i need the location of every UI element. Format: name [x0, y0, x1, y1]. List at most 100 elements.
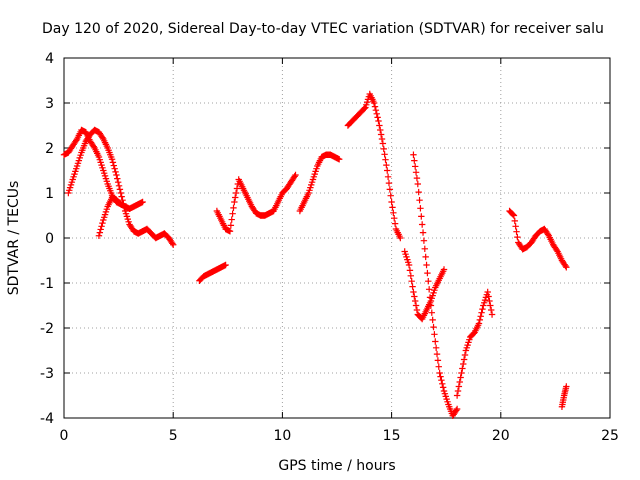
data-point — [391, 220, 399, 227]
data-point — [232, 194, 239, 201]
data-point — [371, 103, 379, 110]
data-point — [425, 286, 433, 293]
data-point — [112, 168, 119, 176]
data-point — [427, 302, 435, 309]
data-point — [397, 234, 404, 242]
data-point — [511, 217, 518, 225]
data-point — [222, 261, 229, 269]
data-point — [115, 182, 123, 189]
data-point — [170, 241, 177, 248]
data-point — [292, 171, 299, 179]
data-point — [458, 369, 465, 377]
data-point — [117, 189, 124, 197]
data-point — [563, 264, 570, 271]
data-point — [513, 228, 520, 235]
data-point — [121, 204, 128, 211]
x-tick-label: 20 — [492, 428, 510, 444]
y-tick-label: -4 — [40, 411, 54, 427]
data-point — [96, 229, 104, 236]
data-point — [384, 173, 392, 180]
data-point — [391, 215, 398, 222]
data-point — [414, 180, 422, 188]
data-point — [439, 380, 446, 387]
data-point — [425, 278, 432, 285]
data-point — [412, 302, 420, 309]
data-point — [426, 294, 434, 301]
data-point — [410, 288, 417, 296]
data-point — [229, 210, 236, 217]
data-point — [423, 261, 430, 269]
data-point — [488, 311, 496, 318]
data-points — [60, 90, 570, 419]
data-point — [563, 383, 570, 390]
data-point — [440, 266, 448, 273]
data-point — [380, 145, 387, 153]
data-point — [454, 387, 462, 395]
data-point — [418, 221, 426, 228]
x-tick-label: 0 — [60, 428, 69, 444]
axis-ticks: 0 5 10 15 20 25 -4 -3 -2 -1 0 1 2 3 4 — [40, 51, 619, 444]
data-point — [110, 162, 117, 169]
data-point — [453, 392, 461, 399]
y-tick-label: -1 — [40, 276, 54, 292]
data-point — [460, 356, 468, 363]
data-point — [406, 267, 414, 274]
data-point — [430, 323, 437, 331]
data-point — [230, 204, 237, 212]
data-point — [411, 163, 419, 170]
data-point — [98, 223, 105, 230]
data-point — [111, 165, 118, 172]
data-point — [385, 179, 393, 187]
x-tick-label: 25 — [601, 428, 619, 444]
data-point — [118, 193, 125, 200]
grid — [64, 58, 610, 418]
y-tick-label: 4 — [45, 51, 54, 67]
data-point — [453, 407, 460, 414]
data-point — [484, 288, 491, 296]
data-point — [478, 309, 485, 316]
data-point — [429, 316, 436, 324]
data-point — [370, 99, 378, 107]
data-point — [99, 219, 106, 227]
data-point — [389, 204, 396, 211]
data-point — [415, 188, 422, 196]
data-point — [411, 297, 419, 305]
data-point — [413, 174, 421, 182]
data-point — [405, 261, 413, 269]
data-point — [361, 105, 368, 112]
data-point — [416, 197, 423, 204]
data-point — [487, 306, 495, 314]
data-point — [421, 245, 428, 252]
x-tick-label: 10 — [273, 428, 291, 444]
data-point — [509, 211, 517, 218]
data-point — [386, 186, 394, 193]
data-point — [113, 171, 120, 179]
data-point — [434, 357, 442, 364]
data-point — [114, 175, 121, 182]
data-point — [431, 331, 438, 338]
data-point — [227, 222, 235, 229]
data-point — [411, 157, 418, 164]
data-point — [460, 360, 467, 368]
data-point — [335, 156, 343, 163]
data-point — [486, 297, 493, 305]
data-point — [228, 216, 235, 223]
data-point — [373, 110, 380, 117]
data-point — [455, 383, 463, 390]
data-point — [372, 107, 380, 114]
data-point — [226, 228, 234, 235]
y-tick-label: 3 — [45, 96, 54, 112]
data-point — [233, 185, 241, 192]
data-point — [109, 159, 117, 166]
y-tick-label: 0 — [45, 231, 54, 247]
data-point — [390, 209, 397, 216]
data-point — [477, 313, 484, 320]
data-point — [379, 140, 387, 147]
data-point — [562, 262, 569, 270]
data-point — [419, 229, 427, 236]
data-point — [411, 293, 418, 300]
y-tick-label: 1 — [45, 186, 54, 202]
data-point — [97, 226, 104, 233]
data-point — [377, 126, 384, 134]
